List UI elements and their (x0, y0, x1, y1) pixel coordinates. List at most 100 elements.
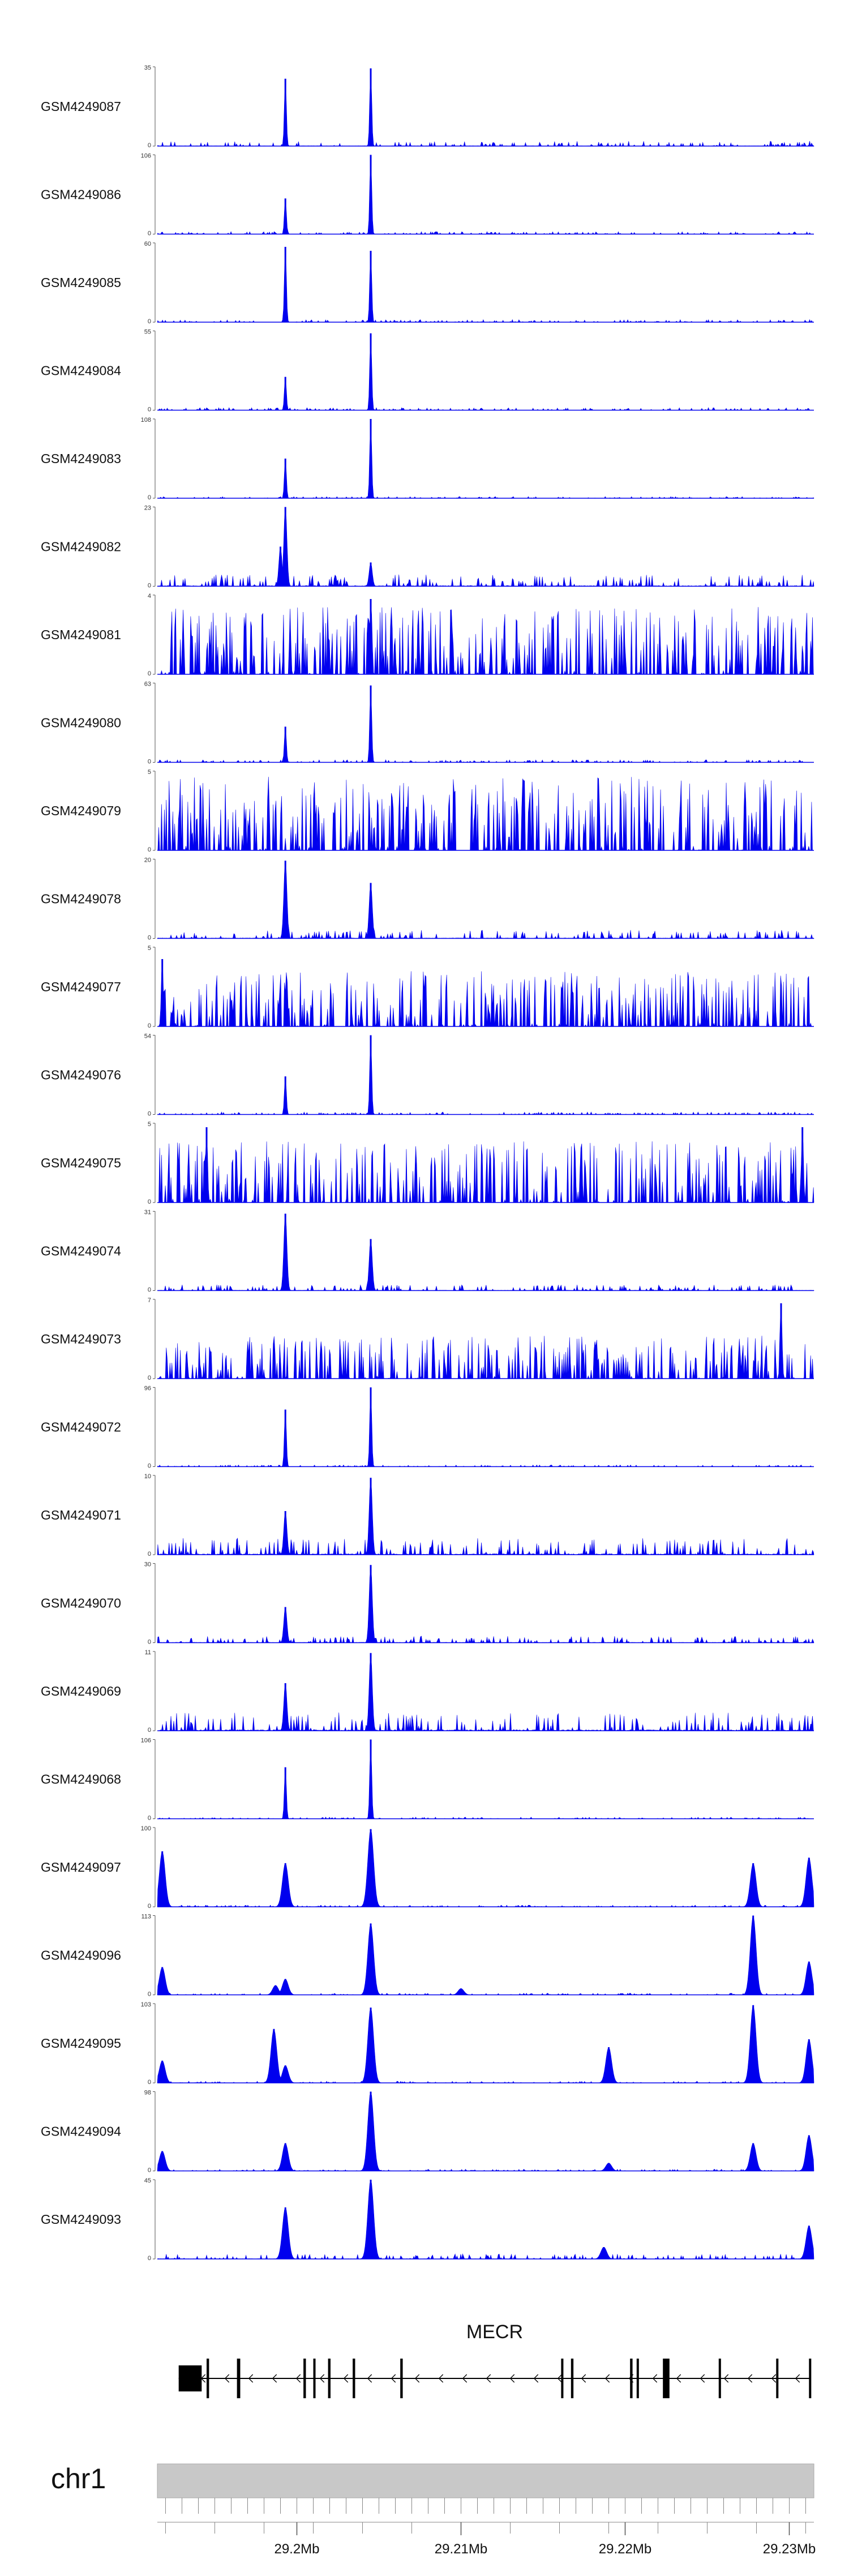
track-label: GSM4249087 (41, 99, 121, 114)
track-label: GSM4249096 (41, 1948, 121, 1963)
track-label: GSM4249068 (41, 1772, 121, 1787)
y-max-label: 63 (144, 681, 151, 688)
strand-chevron (533, 2374, 539, 2383)
track-GSM4249071: GSM4249071 10 0 (41, 1473, 814, 1557)
gene-name-label: MECR (466, 2321, 523, 2343)
gene-exon (328, 2359, 331, 2398)
y-max-label: 54 (144, 1033, 151, 1040)
coverage-area (157, 777, 814, 851)
y-max-label: 11 (145, 1649, 151, 1656)
strand-chevron (723, 2374, 729, 2383)
strand-chevron (224, 2374, 230, 2383)
y-min-label: 0 (148, 494, 151, 501)
coverage-area (157, 961, 814, 1028)
strand-chevron (343, 2374, 349, 2383)
strand-chevron (652, 2374, 658, 2383)
gene-exon (809, 2359, 812, 2398)
track-GSM4249084: GSM4249084 55 0 (41, 329, 814, 413)
y-max-label: 113 (141, 1914, 151, 1920)
y-min-label: 0 (148, 1815, 151, 1822)
gene-exon (353, 2359, 355, 2398)
gene-exon (718, 2359, 721, 2398)
track-GSM4249081: GSM4249081 4 0 (41, 593, 814, 677)
strand-chevron (700, 2374, 705, 2383)
strand-chevron (414, 2374, 420, 2383)
coverage-area (157, 2179, 814, 2260)
track-label: GSM4249079 (41, 803, 121, 818)
coverage-area (157, 1565, 814, 1644)
track-GSM4249075: GSM4249075 5 0 (41, 1121, 814, 1205)
y-min-label: 0 (148, 670, 151, 677)
y-max-label: 31 (144, 1209, 151, 1216)
track-GSM4249096: GSM4249096 113 0 (41, 1914, 814, 1998)
strand-chevron (676, 2374, 681, 2383)
strand-chevron (486, 2374, 491, 2383)
y-min-label: 0 (148, 230, 151, 237)
coverage-area (157, 2091, 814, 2172)
coverage-area (156, 507, 814, 587)
coverage-area (157, 1915, 814, 1995)
coverage-area (157, 598, 814, 675)
coverage-area (157, 1127, 814, 1204)
coverage-area (157, 418, 814, 499)
y-max-label: 103 (141, 2001, 151, 2008)
coverage-area (157, 1653, 814, 1731)
y-min-label: 0 (148, 2255, 151, 2262)
strand-chevron (557, 2374, 563, 2383)
track-GSM4249080: GSM4249080 63 0 (41, 681, 814, 765)
strand-chevron (367, 2374, 372, 2383)
y-min-label: 0 (148, 1199, 151, 1205)
track-label: GSM4249074 (41, 1244, 121, 1259)
track-GSM4249082: GSM4249082 23 0 (41, 505, 814, 589)
y-max-label: 20 (144, 857, 151, 864)
y-max-label: 108 (141, 417, 151, 423)
gene-exon (561, 2359, 564, 2398)
strand-chevron (462, 2374, 468, 2383)
y-min-label: 0 (148, 1111, 151, 1118)
track-label: GSM4249082 (41, 540, 121, 554)
y-min-label: 0 (148, 583, 151, 589)
coverage-area (157, 685, 814, 763)
strand-chevron (295, 2374, 301, 2383)
y-max-label: 10 (144, 1473, 151, 1480)
y-max-label: 30 (144, 1561, 151, 1568)
coverage-area (157, 2005, 814, 2083)
coverage-area (157, 1213, 815, 1291)
track-GSM4249072: GSM4249072 96 0 (41, 1385, 814, 1470)
coordinate-tick-label: 29.21Mb (435, 2541, 487, 2557)
y-max-label: 35 (144, 65, 151, 71)
track-label: GSM4249085 (41, 275, 121, 290)
track-label: GSM4249073 (41, 1332, 121, 1346)
coordinate-tick-label: 29.23Mb (763, 2541, 816, 2557)
y-max-label: 96 (144, 1385, 151, 1392)
track-label: GSM4249094 (41, 2124, 121, 2139)
y-max-label: 5 (148, 1121, 151, 1128)
y-min-label: 0 (148, 1287, 151, 1294)
y-max-label: 23 (144, 505, 151, 512)
track-label: GSM4249076 (41, 1068, 121, 1082)
gene-exon (400, 2359, 403, 2398)
coverage-area (157, 246, 814, 323)
track-label: GSM4249069 (41, 1684, 121, 1698)
y-min-label: 0 (148, 935, 151, 942)
y-max-label: 7 (148, 1297, 151, 1304)
strand-chevron (509, 2374, 515, 2383)
track-GSM4249074: GSM4249074 31 0 (41, 1209, 815, 1294)
track-label: GSM4249075 (41, 1156, 121, 1170)
y-max-label: 106 (141, 1738, 151, 1744)
y-min-label: 0 (148, 1991, 151, 1998)
coverage-area (157, 1478, 814, 1555)
coverage-area (157, 1829, 814, 1907)
track-label: GSM4249086 (41, 187, 121, 202)
track-GSM4249069: GSM4249069 11 0 (41, 1649, 814, 1734)
track-GSM4249095: GSM4249095 103 0 (41, 2001, 814, 2086)
track-label: GSM4249078 (41, 892, 121, 906)
y-min-label: 0 (148, 2079, 151, 2086)
coverage-area (156, 861, 815, 939)
strand-chevron (391, 2374, 396, 2383)
y-max-label: 5 (148, 769, 151, 776)
y-min-label: 0 (148, 1022, 151, 1029)
track-label: GSM4249097 (41, 1860, 121, 1875)
track-label: GSM4249093 (41, 2212, 121, 2227)
